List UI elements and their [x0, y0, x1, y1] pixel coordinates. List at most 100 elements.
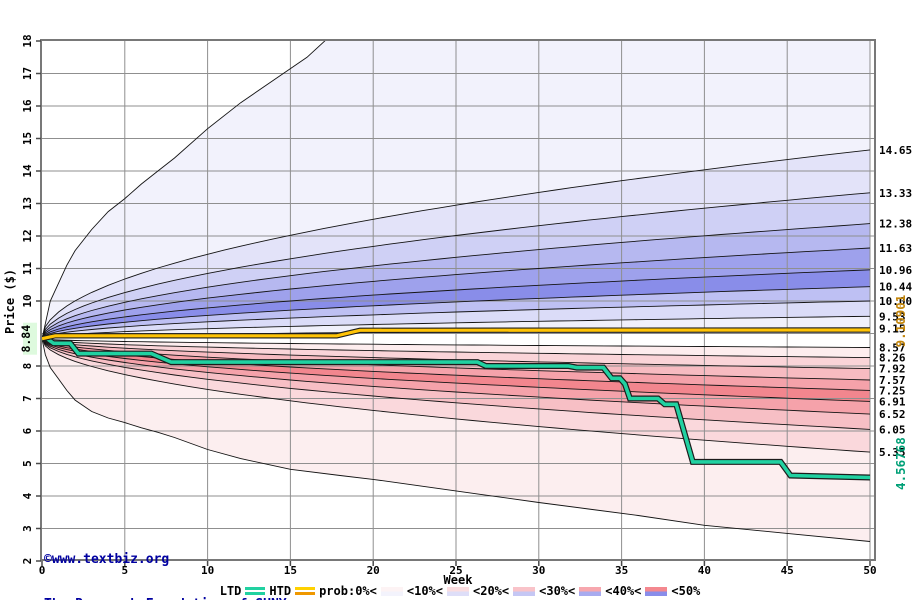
- y-tick-label: 4: [21, 492, 34, 499]
- right-value-label: 5.35: [879, 446, 906, 459]
- x-tick-label: 35: [615, 564, 628, 577]
- right-value-label: 12.38: [879, 218, 912, 231]
- right-value-label: 14.65: [879, 144, 912, 157]
- legend-label-7: <50%: [671, 584, 701, 598]
- boundary-line: [41, 300, 871, 340]
- watermark-site-link[interactable]: ©www.textbiz.org: [44, 552, 170, 567]
- y-tick-label: 5: [21, 460, 34, 467]
- high-band-2: [42, 286, 870, 339]
- legend-swatch-ltd: [245, 587, 266, 595]
- start-price-label: 8.84: [19, 325, 33, 353]
- y-tick-label: 14: [21, 164, 34, 178]
- boundary-line: [41, 338, 871, 402]
- legend-label-4: <20%<: [473, 584, 510, 598]
- x-tick-label: 0: [39, 564, 46, 577]
- plot-frame: [40, 39, 876, 561]
- boundary-line: [41, 40, 327, 339]
- legend: LTD HTD prob:0%< <10%< <20%< <30%< <40%< <50%: [0, 585, 920, 597]
- x-tick-label: 50: [863, 564, 876, 577]
- legend-label-5: <30%<: [539, 584, 576, 598]
- x-tick-label: 5: [121, 564, 128, 577]
- series-lines: [41, 327, 871, 481]
- boundary-line: [41, 247, 871, 339]
- legend-label-6: <40%<: [605, 584, 642, 598]
- low-band-2: [42, 338, 870, 380]
- low-band-7: [42, 338, 870, 453]
- right-value-label: 10.00: [879, 295, 912, 308]
- y-axis-title: Price ($): [3, 268, 17, 334]
- start-price-highlight: [23, 322, 37, 355]
- boundary-line: [41, 338, 871, 359]
- low-band-3: [42, 338, 870, 391]
- right-value-label: 13.33: [879, 187, 912, 200]
- x-tick-label: 15: [284, 564, 297, 577]
- x-tick-label: 20: [367, 564, 380, 577]
- legend-label-1: HTD: [269, 584, 292, 598]
- x-axis-title: Week: [443, 573, 473, 587]
- legend-swatch-band-2: [380, 586, 403, 596]
- legend-swatch-band-5: [579, 586, 602, 596]
- boundary-line: [41, 338, 871, 542]
- y-tick-label: 6: [21, 427, 34, 434]
- legend-label-2: prob:0%<: [319, 584, 377, 598]
- y-tick-label: 11: [21, 262, 34, 276]
- boundary-line: [41, 338, 871, 370]
- y-tick-label: 12: [21, 229, 34, 242]
- x-tick-label: 30: [532, 564, 545, 577]
- right-value-label: 9.15: [879, 323, 906, 336]
- y-tick-label: 18: [21, 34, 34, 47]
- boundary-line: [41, 269, 871, 339]
- legend-swatch-band-4: [513, 586, 536, 596]
- legend-swatch-htd: [295, 587, 316, 595]
- y-tick-label: 17: [21, 67, 34, 80]
- boundary-line: [41, 338, 871, 453]
- legend-swatch-band-3: [447, 586, 469, 596]
- right-value-label: 7.25: [879, 384, 906, 397]
- y-tick-label: 8: [21, 363, 34, 370]
- x-tick-label: 10: [201, 564, 214, 577]
- high-band-7: [42, 149, 870, 339]
- htd-final-label: 9.10901: [893, 295, 908, 348]
- boundary-line: [41, 286, 871, 340]
- legend-label-0: LTD: [219, 584, 242, 598]
- legend-label-3: <10%<: [406, 584, 443, 598]
- boundary-line: [41, 338, 871, 415]
- boundary-line: [41, 223, 871, 339]
- high-band-5: [42, 223, 870, 339]
- low-band-4: [42, 338, 870, 402]
- y-tick-label: 16: [21, 99, 34, 113]
- high-band-3: [42, 269, 870, 339]
- watermark-org: The Research Foundation of SUNY: [44, 597, 287, 600]
- right-value-label: 6.91: [879, 395, 906, 408]
- boundary-line: [41, 192, 871, 339]
- right-value-label: 6.52: [879, 408, 906, 421]
- boundary-line: [41, 315, 871, 340]
- right-value-label: 8.57: [879, 341, 906, 354]
- ltd-final-label: 4.56768: [893, 437, 908, 490]
- right-value-label: 11.63: [879, 242, 912, 255]
- right-value-label: 8.26: [879, 352, 906, 365]
- y-tick-label: 15: [21, 132, 34, 145]
- right-value-label: 7.92: [879, 363, 906, 376]
- x-tick-label: 45: [781, 564, 794, 577]
- y-tick-label: 7: [21, 395, 34, 402]
- boundary-line: [41, 338, 871, 430]
- htd-line: [41, 328, 871, 341]
- high-band-4: [42, 248, 870, 339]
- legend-swatch-band-6: [645, 586, 668, 596]
- high-band-6: [42, 192, 870, 339]
- right-value-label: 7.57: [879, 374, 906, 387]
- y-tick-label: 10: [21, 294, 34, 307]
- right-value-label: 10.44: [879, 281, 912, 294]
- axis-ticks: 0 5 10 15 20 25 30 35 40 45 5023456781011121314151…: [21, 34, 877, 577]
- y-tick-label: 2: [21, 558, 34, 565]
- low-band-5: [42, 338, 870, 415]
- boundary-line: [41, 338, 871, 348]
- x-tick-label: 40: [698, 564, 711, 577]
- watermark: ©www.textbiz.org The Research Foundation…: [44, 522, 287, 600]
- ltd-line: [42, 336, 871, 480]
- boundary-line: [41, 149, 871, 339]
